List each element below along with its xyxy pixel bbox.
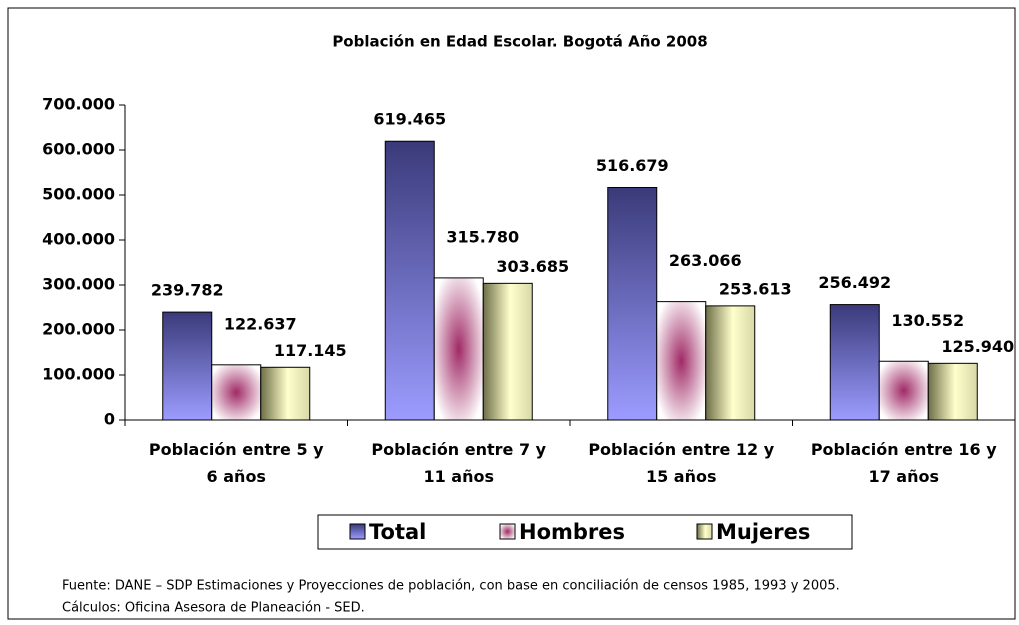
chart-title: Población en Edad Escolar. Bogotá Año 20… — [332, 33, 707, 51]
y-tick-label: 500.000 — [42, 185, 115, 204]
bar — [162, 311, 213, 421]
value-label: 256.492 — [818, 273, 891, 292]
y-tick-label: 700.000 — [42, 95, 115, 114]
note: Cálculos: Oficina Asesora de Planeación … — [62, 601, 365, 616]
bar — [656, 301, 707, 421]
value-label: 130.552 — [891, 311, 964, 330]
y-tick-label: 200.000 — [42, 320, 115, 339]
bar — [482, 282, 533, 421]
legend-label: Hombres — [519, 520, 625, 544]
value-label: 253.613 — [719, 279, 792, 298]
value-label: 263.066 — [669, 251, 742, 270]
legend-swatch — [349, 523, 366, 540]
bar — [260, 366, 311, 421]
bar — [433, 277, 484, 421]
value-label: 303.685 — [496, 257, 569, 276]
bar — [878, 360, 929, 421]
x-tick-label: Población entre 16 y 17 años — [811, 440, 997, 486]
x-tick-label: Población entre 12 y 15 años — [588, 440, 774, 486]
x-tick-label: Población entre 7 y 11 años — [371, 440, 546, 486]
y-tick-label: 400.000 — [42, 230, 115, 249]
value-label: 125.940 — [941, 337, 1014, 356]
bar — [927, 362, 978, 421]
bar — [829, 304, 880, 421]
value-label: 516.679 — [596, 156, 669, 175]
note: Fuente: DANE – SDP Estimaciones y Proyec… — [62, 579, 840, 594]
legend-label: Mujeres — [716, 520, 810, 544]
bar — [607, 186, 658, 421]
y-tick-label: 0 — [104, 410, 115, 429]
y-tick-label: 300.000 — [42, 275, 115, 294]
legend-swatch — [499, 523, 516, 540]
value-label: 619.465 — [373, 110, 446, 129]
y-tick-label: 100.000 — [42, 365, 115, 384]
bar — [384, 140, 435, 421]
bar — [211, 364, 262, 421]
legend-swatch — [696, 523, 713, 540]
y-tick-label: 600.000 — [42, 140, 115, 159]
legend-label: Total — [369, 520, 426, 544]
value-label: 315.780 — [446, 227, 519, 246]
value-label: 117.145 — [274, 341, 347, 360]
bar — [705, 305, 756, 421]
legend-box — [317, 514, 853, 550]
value-label: 122.637 — [224, 314, 297, 333]
value-label: 239.782 — [151, 281, 224, 300]
